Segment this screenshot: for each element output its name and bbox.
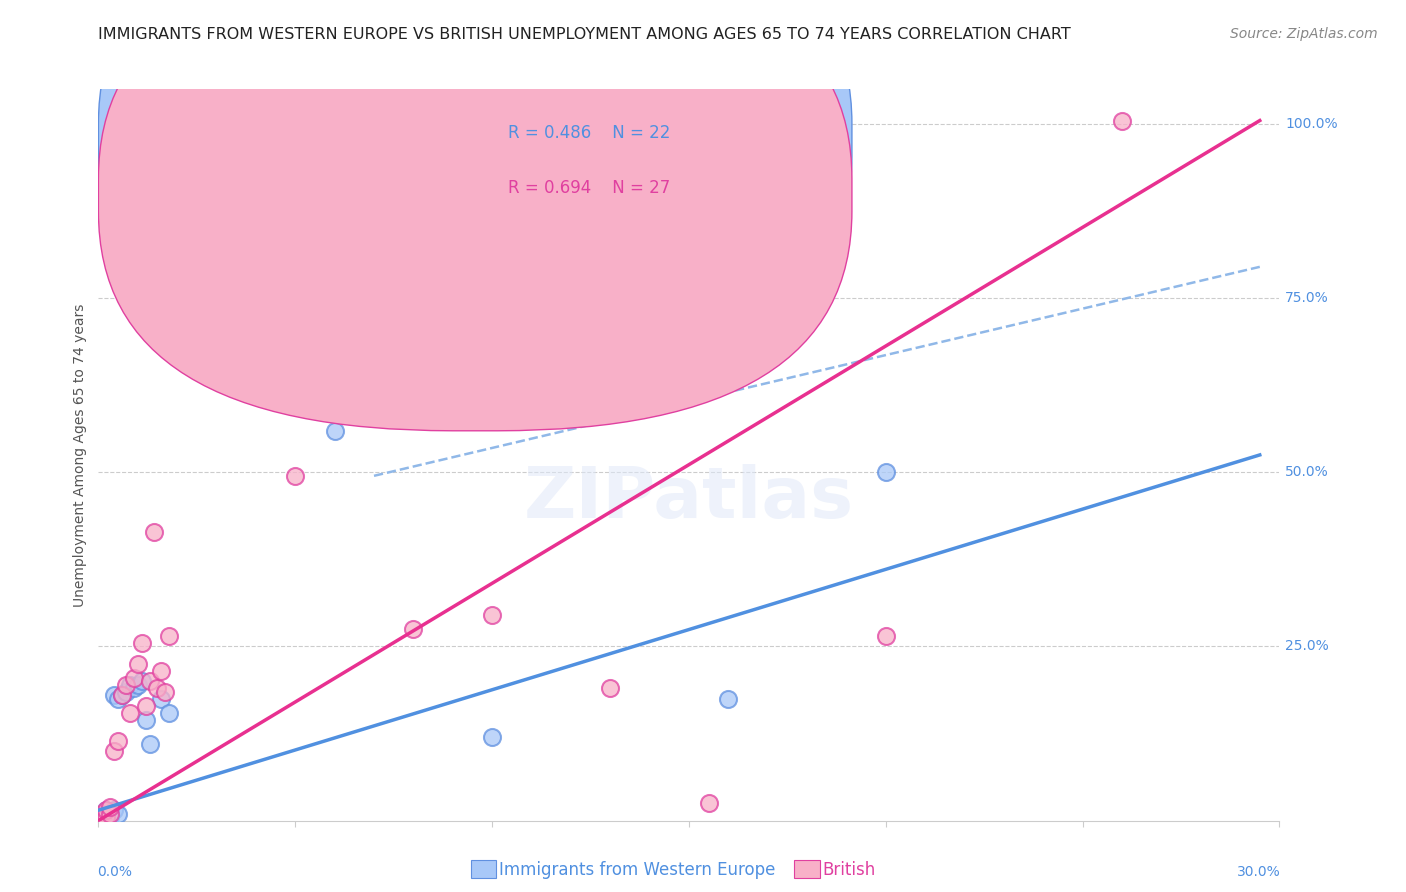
Point <box>875 629 897 643</box>
Y-axis label: Unemployment Among Ages 65 to 74 years: Unemployment Among Ages 65 to 74 years <box>73 303 87 607</box>
Point <box>135 698 157 713</box>
Point <box>131 636 153 650</box>
Point <box>118 706 141 720</box>
Text: 0.0%: 0.0% <box>97 864 132 879</box>
Point <box>284 468 307 483</box>
Point <box>111 688 134 702</box>
Point <box>103 688 125 702</box>
Point <box>157 629 180 643</box>
FancyBboxPatch shape <box>434 103 807 228</box>
Point <box>91 810 114 824</box>
Point <box>91 810 114 824</box>
Point <box>138 674 160 689</box>
Text: R = 0.486    N = 22: R = 0.486 N = 22 <box>508 124 671 142</box>
Point <box>91 806 114 821</box>
Point <box>107 806 129 821</box>
Point <box>155 685 177 699</box>
Point <box>697 796 720 810</box>
Point <box>98 806 121 821</box>
FancyBboxPatch shape <box>98 0 852 431</box>
Point <box>599 681 621 696</box>
Point <box>127 657 149 671</box>
Point <box>717 691 740 706</box>
Text: 75.0%: 75.0% <box>1285 291 1329 305</box>
Point <box>96 806 118 821</box>
Point <box>150 691 173 706</box>
Point <box>481 730 503 744</box>
Point <box>127 678 149 692</box>
Text: 30.0%: 30.0% <box>1237 864 1281 879</box>
FancyBboxPatch shape <box>98 0 852 376</box>
Point <box>98 806 121 821</box>
Point <box>107 691 129 706</box>
Text: Source: ZipAtlas.com: Source: ZipAtlas.com <box>1230 27 1378 41</box>
Point <box>135 713 157 727</box>
Point <box>98 810 121 824</box>
Point <box>131 674 153 689</box>
Point <box>138 737 160 751</box>
Text: 25.0%: 25.0% <box>1285 640 1329 654</box>
Point <box>402 622 425 636</box>
Point <box>122 671 145 685</box>
Text: ZIPatlas: ZIPatlas <box>524 465 853 533</box>
Point <box>96 810 118 824</box>
Point <box>150 664 173 678</box>
Point <box>520 413 543 427</box>
Point <box>323 424 346 438</box>
Text: Immigrants from Western Europe: Immigrants from Western Europe <box>499 861 776 879</box>
Text: 100.0%: 100.0% <box>1285 117 1339 131</box>
Bar <box>794 860 820 878</box>
Point <box>1111 113 1133 128</box>
Point <box>142 524 165 539</box>
Point <box>875 466 897 480</box>
Bar <box>471 860 496 878</box>
Point <box>103 744 125 758</box>
Point <box>103 803 125 817</box>
Point <box>96 803 118 817</box>
Point <box>107 733 129 747</box>
Text: 50.0%: 50.0% <box>1285 466 1329 479</box>
Point <box>98 799 121 814</box>
Text: IMMIGRANTS FROM WESTERN EUROPE VS BRITISH UNEMPLOYMENT AMONG AGES 65 TO 74 YEARS: IMMIGRANTS FROM WESTERN EUROPE VS BRITIS… <box>98 27 1071 42</box>
Point <box>146 681 169 696</box>
Text: R = 0.694    N = 27: R = 0.694 N = 27 <box>508 178 671 196</box>
Point <box>96 803 118 817</box>
Point <box>122 681 145 696</box>
Point <box>157 706 180 720</box>
Text: British: British <box>823 861 876 879</box>
Point <box>115 678 138 692</box>
Point <box>111 688 134 702</box>
Point <box>115 685 138 699</box>
Point <box>118 678 141 692</box>
Point <box>481 608 503 623</box>
